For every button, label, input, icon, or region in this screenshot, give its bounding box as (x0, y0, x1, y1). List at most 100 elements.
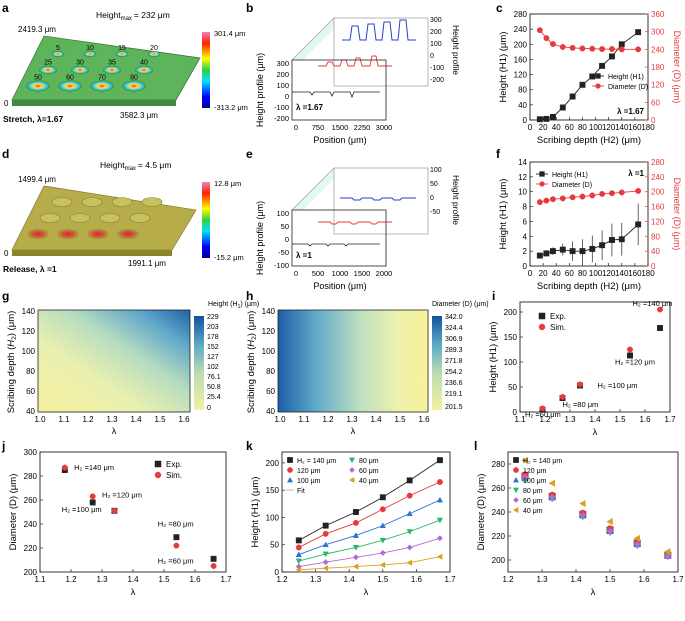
data-point-f (569, 194, 576, 201)
data-point-c (599, 46, 606, 52)
colorbar-h (432, 316, 442, 410)
wells-d (27, 197, 163, 239)
ytick-right-b: -200 (430, 77, 444, 84)
xtick-h: 1.6 (418, 415, 430, 424)
heatmap-g (37, 309, 191, 413)
legend-label: 100 μm (523, 478, 547, 485)
origin-d: 0 (4, 249, 9, 258)
data-point-f (549, 248, 556, 255)
xtick-h: 1.0 (274, 415, 286, 424)
profile-red-b (318, 55, 392, 67)
legend-marker (539, 181, 545, 187)
data-point-l (664, 552, 672, 560)
xtick-label-f: 100 (589, 269, 603, 278)
well-label-a: 35 (108, 60, 116, 67)
ytick-g: 140 (22, 307, 36, 316)
point-annotation-i: H₂ =80 μm (563, 400, 599, 409)
data-point-c (536, 27, 543, 34)
xtick-b: 750 (312, 123, 325, 132)
cbar-tick-g: 127 (207, 354, 219, 361)
xlabel-g: λ (112, 426, 117, 437)
data-point-j (89, 493, 96, 500)
well-d (87, 229, 109, 239)
series-line-k (298, 537, 441, 567)
xlabel-b: Position (μm) (313, 135, 366, 145)
xtick-g: 1.6 (178, 415, 190, 424)
heatmap-h (277, 309, 429, 413)
data-point-c (579, 45, 586, 52)
plot-frame-k (281, 451, 451, 573)
data-point-k (379, 537, 386, 544)
data-point-f (589, 245, 596, 252)
ytick-label-k: 150 (266, 486, 280, 495)
ylabel-g: Scribing depth (H2) (μm) (6, 311, 18, 414)
ytick-right-b: -100 (430, 65, 444, 72)
xlabel-e: Position (μm) (313, 281, 366, 291)
well-label-a: 20 (150, 45, 158, 52)
data-point-c (543, 115, 550, 122)
ytick-label-c: 240 (514, 25, 528, 34)
xtick-label-i: 1.2 (539, 415, 551, 424)
data-point-k (406, 529, 413, 535)
panel-label-f: f (496, 147, 501, 161)
well-a (83, 51, 97, 57)
well-label-a: 30 (76, 60, 84, 67)
well-a (135, 65, 153, 75)
data-point-k (379, 506, 386, 513)
well-d (99, 213, 121, 223)
ytick-g: 80 (26, 367, 35, 376)
cbar-tick-g: 102 (207, 364, 219, 371)
well-label-a: 80 (130, 74, 138, 81)
ylabel-e: Height profile (μm) (255, 201, 265, 275)
data-point-k (406, 492, 413, 499)
plot-frame-f (529, 161, 649, 267)
data-point-k (295, 566, 302, 573)
legend-label: 120 μm (297, 468, 321, 475)
ylabel-i: Height (H1) (μm) (488, 322, 499, 393)
xtick-label-c: 60 (565, 123, 574, 132)
ytick-label-i: 200 (504, 308, 518, 317)
panel-d: d Heightmax = 4.5 μm 1499.4 μm 1991.1 μm … (2, 147, 244, 274)
data-point-f (559, 246, 566, 253)
data-point-k (436, 517, 444, 524)
ytick-label-f: 0 (523, 262, 528, 271)
data-point-k (322, 522, 329, 529)
chart-i: 1.1 1.2 1.3 1.4 1.5 1.6 1.7 0 50 100 150 200 λ Height… (488, 299, 676, 438)
data-point-c (559, 104, 566, 111)
series-line-k (298, 459, 441, 541)
panel-label-i: i (492, 289, 495, 303)
data-point-k (295, 537, 302, 544)
ytick-label-c: 120 (514, 71, 528, 80)
data-point-c (549, 114, 556, 120)
ylabel-right-c: Diameter (D) (μm) (672, 31, 682, 104)
well-d (39, 213, 61, 223)
legend-marker (595, 73, 601, 79)
mode-d: Release, λ =1 (3, 264, 57, 274)
ytick-right-e: -50 (430, 209, 440, 216)
ytick-right-label-c: 180 (651, 63, 665, 72)
ytick-b: 200 (276, 70, 289, 79)
ytick-right-label-c: 0 (651, 116, 656, 125)
data-point-f (536, 199, 543, 206)
data-point-f (549, 196, 556, 203)
well-label-a: 25 (44, 60, 52, 67)
data-point-c (536, 116, 543, 123)
data-point-k (406, 477, 413, 484)
xtick-g: 1.1 (58, 415, 70, 424)
ytick-e: -100 (274, 261, 289, 270)
colorbar-g (194, 316, 204, 410)
well-a (51, 51, 65, 57)
surface-edge (12, 100, 176, 106)
data-point-j (210, 563, 217, 569)
chart-j: 1.1 1.2 1.3 1.4 1.5 1.6 1.7 200 220 240 260 280 300 λ… (8, 448, 232, 598)
data-point-k (322, 551, 329, 558)
legend-label: Exp. (166, 460, 182, 469)
data-point-l (521, 473, 529, 481)
ytick-label-f: 10 (518, 188, 527, 197)
mode-a: Stretch, λ=1.67 (3, 114, 64, 124)
xtick-label-f: 0 (528, 269, 533, 278)
ytick-right-b: 0 (430, 53, 434, 60)
ytick-label-j: 260 (24, 496, 38, 505)
ytick-right-label-c: 300 (651, 28, 665, 37)
legend-c: Height (H1) Diameter (D) (592, 73, 648, 91)
